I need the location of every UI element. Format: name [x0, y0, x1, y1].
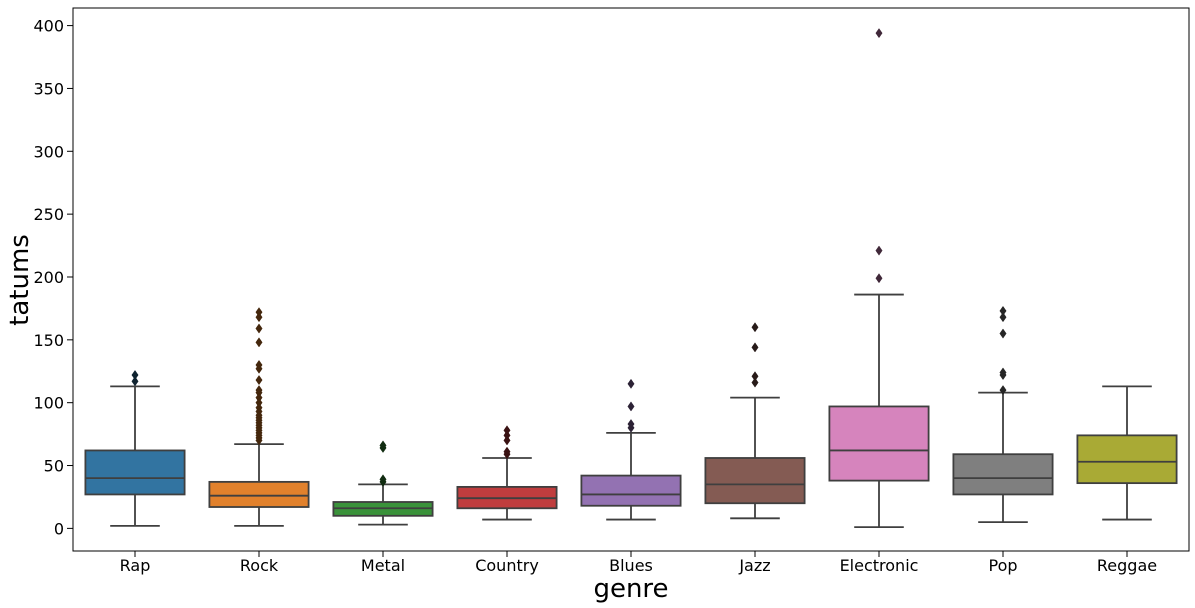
box-group-rap	[84, 369, 186, 527]
x-tick-label: Metal	[361, 556, 405, 575]
outlier-point	[751, 377, 759, 388]
box-iqr	[704, 457, 806, 505]
outlier-point	[751, 322, 759, 333]
x-axis: Rap Rock Metal Country Blues Jazz Electronic Po…	[120, 551, 1157, 575]
y-axis-title: tatums	[5, 234, 35, 326]
box-group-metal	[332, 440, 434, 526]
y-tick-label: 300	[33, 142, 64, 161]
outlier-point	[999, 305, 1007, 316]
outlier-point	[627, 419, 635, 430]
x-tick-label: Reggae	[1097, 556, 1157, 575]
outlier-point	[255, 385, 263, 396]
outlier-point	[131, 369, 139, 381]
outlier-point	[255, 307, 263, 318]
outlier-point	[999, 367, 1007, 378]
outlier-point	[751, 371, 759, 382]
x-tick-label: Country	[475, 556, 539, 575]
outlier-point	[255, 337, 263, 348]
box-iqr	[84, 449, 186, 496]
outlier-point	[379, 440, 387, 451]
outlier-point	[503, 446, 511, 457]
x-tick-label: Jazz	[738, 556, 770, 575]
box-group-country	[456, 425, 558, 521]
box-group-blues	[580, 378, 682, 521]
x-tick-label: Pop	[988, 556, 1017, 575]
box-iqr	[580, 474, 682, 507]
outlier-point	[751, 342, 759, 353]
x-axis-title: genre	[593, 574, 668, 604]
box-group-electronic	[828, 28, 930, 529]
y-axis: 0 50 100 150 200 250 300 350 400	[33, 17, 73, 538]
y-tick-label: 100	[33, 394, 64, 413]
y-tick-label: 0	[54, 519, 64, 538]
x-tick-label: Blues	[609, 556, 653, 575]
x-tick-label: Rock	[240, 556, 279, 575]
outlier-point	[627, 378, 635, 389]
y-tick-label: 250	[33, 205, 64, 224]
outlier-point	[875, 273, 883, 284]
outlier-point	[131, 376, 139, 387]
y-tick-label: 400	[33, 17, 64, 36]
outlier-point	[379, 474, 387, 485]
box-iqr	[208, 480, 310, 508]
box-group-rock	[208, 307, 310, 527]
box-group-jazz	[704, 322, 806, 520]
outlier-point	[255, 323, 263, 334]
box-group-pop	[952, 305, 1054, 523]
outlier-point	[255, 375, 263, 386]
outlier-point	[999, 328, 1007, 339]
box-iqr	[1076, 434, 1178, 485]
box-iqr	[952, 453, 1054, 496]
y-tick-label: 200	[33, 268, 64, 287]
outlier-point	[255, 359, 263, 371]
box-group-reggae	[1076, 385, 1178, 521]
outlier-point	[875, 245, 883, 256]
y-tick-label: 50	[44, 457, 64, 476]
box-series	[84, 28, 1178, 529]
box-iqr	[828, 405, 930, 482]
outlier-point	[999, 385, 1007, 396]
outlier-point	[999, 312, 1007, 323]
outlier-point	[503, 425, 511, 436]
y-tick-label: 350	[33, 79, 64, 98]
y-tick-label: 150	[33, 331, 64, 350]
outlier-point	[627, 401, 635, 412]
outlier-point	[875, 28, 883, 39]
x-tick-label: Electronic	[840, 556, 919, 575]
x-tick-label: Rap	[120, 556, 151, 575]
